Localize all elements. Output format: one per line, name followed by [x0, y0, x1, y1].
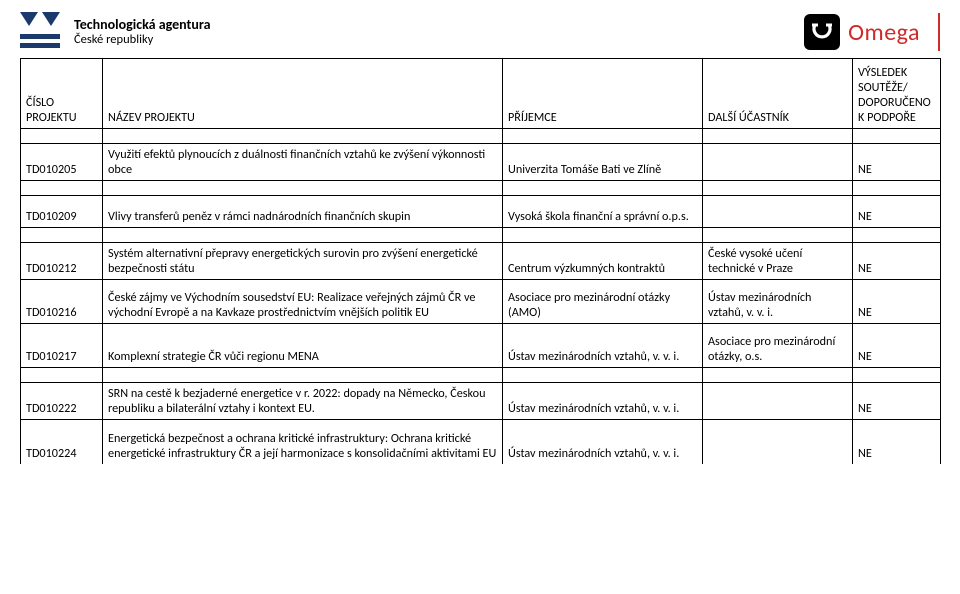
cell-other [703, 196, 853, 228]
projects-table: ČÍSLOPROJEKTU NÁZEV PROJEKTU PŘÍJEMCE DA… [20, 58, 941, 464]
projects-table-wrap: ČÍSLOPROJEKTU NÁZEV PROJEKTU PŘÍJEMCE DA… [0, 58, 960, 464]
spacer-row [21, 129, 941, 144]
table-row: TD010216 České zájmy ve Východním soused… [21, 280, 941, 324]
cell-id: TD010216 [21, 280, 103, 324]
cell-name: Vlivy transferů peněz v rámci nadnárodní… [103, 196, 503, 228]
cell-name: Využití efektů plynoucích z duálnosti fi… [103, 144, 503, 181]
col-other: DALŠÍ ÚČASTNÍK [703, 59, 853, 129]
cell-id: TD010222 [21, 383, 103, 420]
col-result: VÝSLEDEK SOUTĚŽE/ DOPORUČENO K PODPOŘE [853, 59, 941, 129]
cell-result: NE [853, 243, 941, 280]
cell-other [703, 383, 853, 420]
cell-name: České zájmy ve Východním sousedství EU: … [103, 280, 503, 324]
cell-id: TD010209 [21, 196, 103, 228]
logo-divider [938, 13, 940, 51]
cell-result: NE [853, 280, 941, 324]
cell-other: Ústav mezinárodních vztahů, v. v. i. [703, 280, 853, 324]
logo-omega: Omega [804, 13, 940, 51]
cell-recipient: Ústav mezinárodních vztahů, v. v. i. [503, 420, 703, 464]
cell-result: NE [853, 420, 941, 464]
logo-line2: České republiky [74, 33, 210, 47]
cell-id: TD010205 [21, 144, 103, 181]
cell-id: TD010212 [21, 243, 103, 280]
table-row: TD010222 SRN na cestě k bezjaderné energ… [21, 383, 941, 420]
cell-recipient: Ústav mezinárodních vztahů, v. v. i. [503, 383, 703, 420]
tacr-mark-icon [20, 12, 64, 52]
table-row: TD010205 Využití efektů plynoucích z duá… [21, 144, 941, 181]
cell-recipient: Asociace pro mezinárodní otázky (AMO) [503, 280, 703, 324]
cell-recipient: Centrum výzkumných kontraktů [503, 243, 703, 280]
cell-other: Asociace pro mezinárodní otázky, o.s. [703, 324, 853, 368]
spacer-row [21, 368, 941, 383]
table-row: TD010209 Vlivy transferů peněz v rámci n… [21, 196, 941, 228]
cell-name: Komplexní strategie ČR vůči regionu MENA [103, 324, 503, 368]
cell-result: NE [853, 324, 941, 368]
page-header: Technologická agentura České republiky O… [0, 0, 960, 58]
cell-result: NE [853, 196, 941, 228]
cell-other [703, 420, 853, 464]
table-header-row: ČÍSLOPROJEKTU NÁZEV PROJEKTU PŘÍJEMCE DA… [21, 59, 941, 129]
table-row: TD010212 Systém alternativní přepravy en… [21, 243, 941, 280]
cell-name: Energetická bezpečnost a ochrana kritick… [103, 420, 503, 464]
omega-mark-icon [804, 14, 840, 50]
cell-result: NE [853, 383, 941, 420]
col-name: NÁZEV PROJEKTU [103, 59, 503, 129]
col-recipient: PŘÍJEMCE [503, 59, 703, 129]
cell-result: NE [853, 144, 941, 181]
table-row: TD010224 Energetická bezpečnost a ochran… [21, 420, 941, 464]
logo-line1: Technologická agentura [74, 17, 210, 33]
cell-recipient: Vysoká škola finanční a správní o.p.s. [503, 196, 703, 228]
cell-other: České vysoké učení technické v Praze [703, 243, 853, 280]
cell-recipient: Ústav mezinárodních vztahů, v. v. i. [503, 324, 703, 368]
cell-name: SRN na cestě k bezjaderné energetice v r… [103, 383, 503, 420]
spacer-row [21, 228, 941, 243]
omega-label: Omega [848, 18, 920, 47]
cell-other [703, 144, 853, 181]
table-row: TD010217 Komplexní strategie ČR vůči reg… [21, 324, 941, 368]
table-body: TD010205 Využití efektů plynoucích z duá… [21, 129, 941, 464]
cell-id: TD010217 [21, 324, 103, 368]
logo-tacr: Technologická agentura České republiky [20, 12, 210, 52]
cell-name: Systém alternativní přepravy energetický… [103, 243, 503, 280]
cell-id: TD010224 [21, 420, 103, 464]
cell-recipient: Univerzita Tomáše Bati ve Zlíně [503, 144, 703, 181]
spacer-row [21, 181, 941, 196]
col-number: ČÍSLOPROJEKTU [21, 59, 103, 129]
